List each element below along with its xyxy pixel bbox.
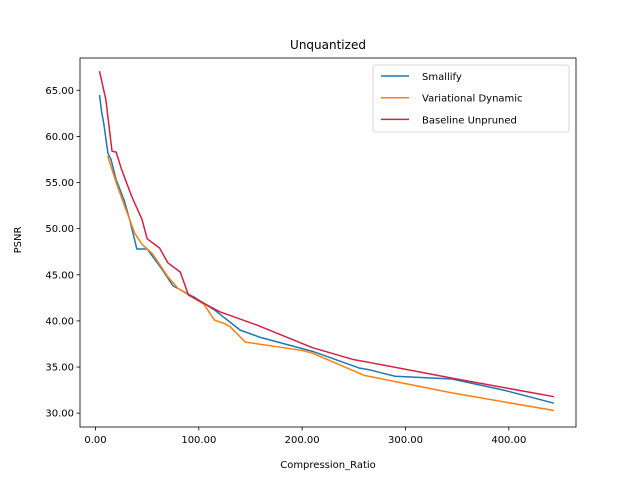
x-tick-label: 100.00 (181, 435, 216, 446)
x-tick-label: 300.00 (388, 435, 423, 446)
series-line-1 (106, 155, 555, 412)
x-axis-label: Compression_Ratio (280, 460, 376, 471)
x-axis: 0.00 100.00 200.00 300.00 400.00 (84, 427, 526, 446)
x-tick-label: 200.00 (285, 435, 320, 446)
x-tick-label: 0.00 (84, 435, 106, 446)
series-line-0 (98, 94, 555, 404)
y-tick-label: 45.00 (45, 270, 74, 281)
chart-title: Unquantized (290, 38, 366, 52)
y-tick-label: 50.00 (45, 224, 74, 235)
y-tick-label: 55.00 (45, 178, 74, 189)
legend-label-0: Smallify (422, 72, 462, 83)
y-tick-label: 40.00 (45, 316, 74, 327)
y-axis: 30.00 35.00 40.00 45.00 50.00 55.00 60.00 65.00 (45, 86, 80, 420)
legend: Smallify Variational Dynamic Baseline Unpr… (372, 64, 570, 133)
legend-label-2: Baseline Unpruned (422, 115, 517, 126)
legend-label-1: Variational Dynamic (422, 94, 523, 105)
y-tick-label: 30.00 (45, 409, 74, 420)
y-tick-label: 60.00 (45, 132, 74, 143)
x-tick-label: 400.00 (491, 435, 526, 446)
y-axis-label: PSNR (13, 227, 24, 254)
axes-frame (79, 57, 577, 428)
y-tick-label: 65.00 (45, 86, 74, 97)
legend-box (372, 64, 570, 133)
y-tick-label: 35.00 (45, 363, 74, 374)
plot-area (79, 57, 577, 428)
series-line-2 (98, 70, 555, 398)
